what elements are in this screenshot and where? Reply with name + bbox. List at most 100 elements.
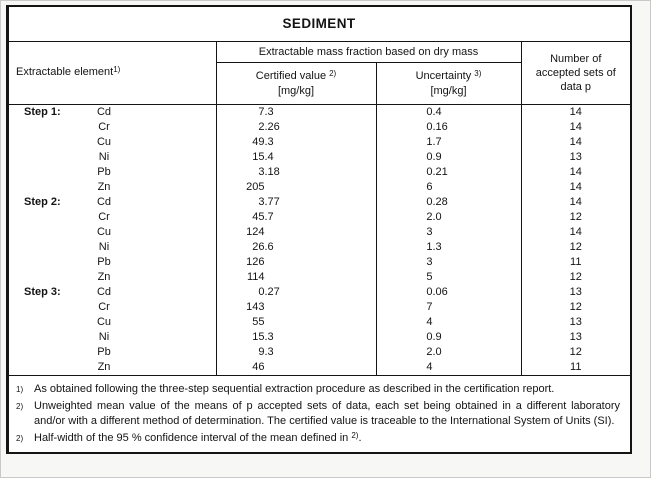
certified-value-int: 3	[258, 195, 265, 208]
table-row: Pb 126 3 11	[6, 254, 632, 270]
uncertainty-cell: 4	[375, 359, 522, 375]
element-symbol: Cr	[98, 300, 110, 313]
element-cell: Pb	[6, 344, 217, 360]
certified-value-cell: 46	[215, 359, 377, 375]
certified-value-int: 124	[246, 225, 265, 238]
table-row: Cr 143 7 12	[6, 299, 632, 315]
table-row: Pb 3 .18 0 .21 14	[6, 164, 632, 180]
header-certified-unit: [mg/kg]	[277, 84, 315, 97]
certified-value-cell: 9 .3	[215, 344, 377, 360]
uncertainty-frac: .16	[432, 120, 448, 133]
sediment-table-container: SEDIMENT Extractable element1) Extractab…	[6, 5, 633, 454]
element-cell: Step 2: Cd	[6, 194, 217, 210]
sets-value: 12	[569, 300, 582, 313]
uncertainty-int: 0	[426, 285, 433, 298]
element-cell: Cu	[6, 134, 217, 150]
uncertainty-cell: 0 .9	[375, 149, 522, 165]
footnote-2: 2) Unweighted mean value of the means of…	[14, 399, 620, 429]
footnote-2-text: Unweighted mean value of the means of p …	[34, 399, 621, 427]
uncertainty-frac: .9	[432, 150, 442, 163]
uncertainty-frac: .0	[432, 345, 442, 358]
element-symbol: Zn	[97, 360, 111, 373]
step-label	[24, 180, 78, 195]
footnote-3-text-before: Half-width of the 95 % confidence interv…	[34, 431, 352, 444]
uncertainty-cell: 3	[375, 254, 522, 270]
step-label	[24, 315, 78, 330]
certified-value-cell: 2 .26	[215, 119, 377, 135]
step-label	[24, 345, 78, 360]
sets-value: 12	[569, 210, 582, 223]
certified-value-cell: 143	[215, 299, 377, 315]
element-symbol: Ni	[98, 330, 110, 343]
step-label: Step 2:	[24, 195, 61, 208]
certified-value-cell: 49 .3	[215, 134, 377, 150]
header-certified-value-line: Certified value 2)	[218, 69, 375, 84]
element-symbol: Cu	[96, 315, 112, 328]
certified-value-cell: 114	[215, 269, 377, 285]
step-label	[24, 210, 78, 225]
table-row: Ni 15 .3 0 .9 13	[6, 329, 632, 345]
table-row: Pb 9 .3 2 .0 12	[6, 344, 632, 360]
sets-value: 13	[569, 315, 582, 328]
table-row: Step 3: Cd 0 .27 0 .06 13	[6, 284, 632, 300]
uncertainty-frac: .4	[432, 105, 442, 118]
sets-cell: 12	[520, 209, 632, 225]
footnote-2-marker: 2)	[16, 401, 24, 411]
certified-value-int: 143	[246, 300, 265, 313]
uncertainty-int: 6	[426, 180, 433, 193]
element-symbol: Cd	[96, 105, 112, 118]
sets-cell: 12	[520, 269, 632, 285]
step-label	[24, 330, 78, 345]
sets-cell: 13	[520, 314, 632, 330]
table-row: Zn 114 5 12	[6, 269, 632, 285]
sets-cell: 14	[520, 224, 632, 240]
uncertainty-frac: .06	[432, 285, 448, 298]
element-cell: Zn	[6, 359, 217, 375]
sets-value: 14	[569, 120, 582, 133]
table-row: Ni 15 .4 0 .9 13	[6, 149, 632, 165]
certified-value-frac: .18	[264, 165, 280, 178]
certified-value-int: 0	[258, 285, 265, 298]
uncertainty-int: 2	[426, 345, 433, 358]
sets-value: 14	[569, 105, 582, 118]
sets-cell: 11	[520, 359, 632, 375]
sets-value: 11	[570, 360, 582, 373]
table-body: Step 1: Cd 7 .3 0 .4 14 Cr	[6, 104, 632, 375]
sets-value: 13	[569, 330, 582, 343]
table-row: Zn 205 6 14	[6, 179, 632, 195]
certified-value-frac: .6	[264, 240, 274, 253]
uncertainty-frac: .9	[432, 330, 442, 343]
uncertainty-int: 0	[426, 195, 433, 208]
step-label	[24, 270, 78, 285]
uncertainty-cell: 0 .06	[375, 284, 522, 300]
uncertainty-cell: 0 .9	[375, 329, 522, 345]
table-row: Step 2: Cd 3 .77 0 .28 14	[6, 194, 632, 210]
element-cell: Cr	[6, 299, 217, 315]
header-uncertainty-label: Uncertainty	[415, 69, 472, 82]
footnote-ref-2: 2)	[329, 68, 337, 78]
certified-value-cell: 3 .77	[215, 194, 377, 210]
sets-value: 13	[569, 150, 582, 163]
element-cell: Pb	[6, 254, 217, 270]
certified-value-cell: 15 .4	[215, 149, 377, 165]
uncertainty-cell: 4	[375, 314, 522, 330]
uncertainty-int: 1	[426, 135, 433, 148]
uncertainty-int: 0	[426, 330, 433, 343]
uncertainty-cell: 1 .7	[375, 134, 522, 150]
step-label	[24, 225, 78, 240]
uncertainty-int: 2	[426, 210, 433, 223]
uncertainty-cell: 0 .4	[375, 104, 522, 120]
certified-value-int: 49	[252, 135, 265, 148]
header-uncertainty: Uncertainty 3) [mg/kg]	[375, 61, 522, 105]
sets-value: 14	[569, 135, 582, 148]
uncertainty-int: 4	[426, 315, 433, 328]
certified-value-frac: .3	[264, 330, 274, 343]
uncertainty-int: 0	[426, 120, 433, 133]
certified-value-frac: .26	[264, 120, 280, 133]
uncertainty-cell: 3	[375, 224, 522, 240]
uncertainty-int: 0	[426, 105, 433, 118]
certified-value-cell: 126	[215, 254, 377, 270]
header-certified-label: Certified value	[255, 69, 327, 82]
header-number-of-sets: Number of accepted sets of data p	[520, 40, 632, 105]
